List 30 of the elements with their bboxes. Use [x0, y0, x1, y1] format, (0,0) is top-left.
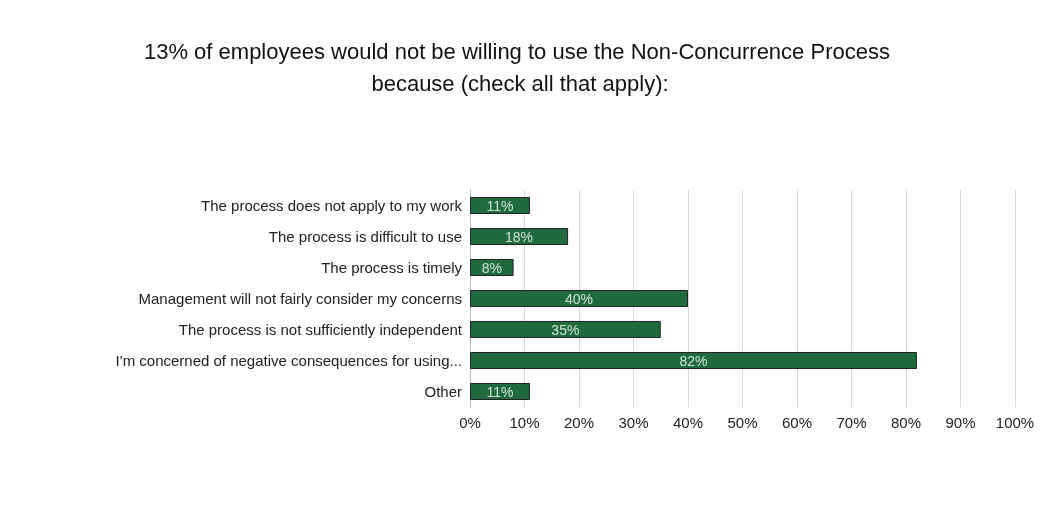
y-tick-label: Other — [424, 383, 462, 400]
x-tick-label: 70% — [836, 414, 867, 431]
y-tick-label: The process is timely — [321, 259, 463, 276]
data-label: 11% — [486, 197, 514, 214]
data-label: 82% — [679, 352, 708, 369]
bar — [470, 289, 688, 308]
data-label: 40% — [564, 290, 594, 307]
bar — [470, 227, 569, 246]
x-tick-label: 60% — [781, 414, 813, 431]
data-label: 8% — [481, 259, 502, 276]
x-tick-label: 20% — [563, 414, 595, 431]
bar — [470, 320, 661, 339]
x-tick-label: 50% — [727, 414, 758, 431]
x-tick-label: 40% — [672, 414, 704, 431]
y-tick-label: The process is difficult to use — [268, 228, 462, 245]
x-tick-label: 0% — [459, 414, 481, 431]
x-tick-label: 90% — [945, 414, 976, 431]
x-tick-label: 80% — [890, 414, 922, 431]
y-tick-label: I'm concerned of negative consequences for using... — [115, 352, 462, 369]
data-label: 35% — [551, 321, 580, 338]
x-tick-label: 100% — [995, 414, 1035, 431]
data-label: 11% — [486, 383, 514, 400]
data-label: 18% — [505, 228, 534, 245]
y-tick-label: The process is not sufficiently independent — [178, 321, 463, 338]
x-tick-label: 10% — [509, 414, 540, 431]
y-tick-label: The process does not apply to my work — [201, 197, 463, 214]
x-tick-label: 30% — [618, 414, 649, 431]
bar — [470, 351, 917, 370]
chart-title: 13% of employees would not be willing to use the Non-Concurrence Process because (check all that apply): — [143, 38, 897, 96]
y-tick-label: Management will not fairly consider my concerns — [138, 290, 462, 307]
